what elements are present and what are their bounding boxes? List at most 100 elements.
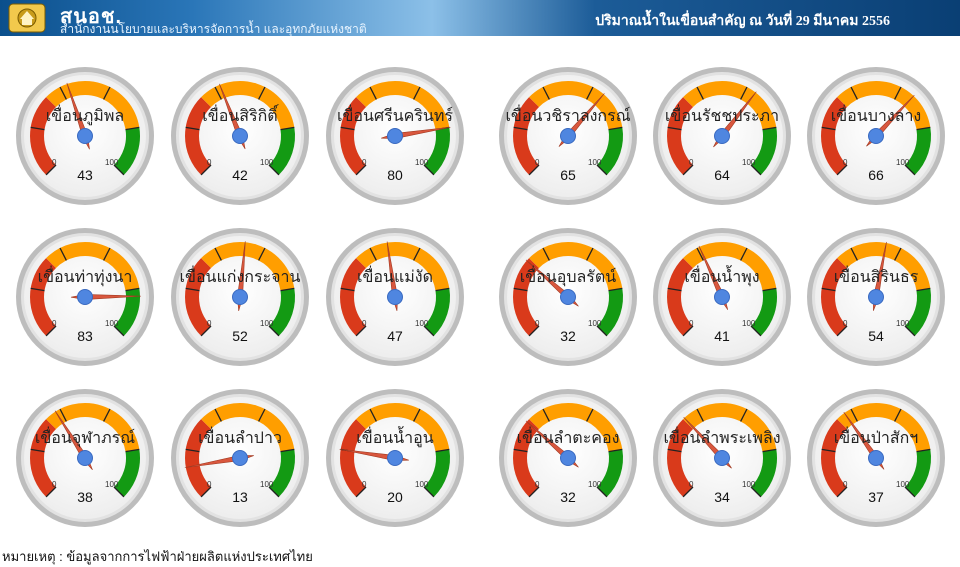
gauge-band-orange — [356, 81, 450, 130]
gauge-tick — [280, 448, 295, 453]
gauge-band-green — [904, 127, 931, 175]
gauge-min-label: 0 — [535, 319, 540, 328]
gauge-tick — [667, 126, 682, 131]
gauge-min-label: 0 — [689, 480, 694, 489]
gauge-dial — [16, 67, 154, 205]
gauge: เขื่อนศรีนครินทร์ 0 100 80 — [325, 66, 465, 206]
gauge-tick — [268, 164, 280, 176]
gauge-tick — [740, 86, 748, 100]
gauge-tick — [413, 247, 421, 261]
gauge-label: เขื่อนแก่งกระจาน — [179, 269, 301, 286]
gauge-max-label: 100 — [896, 158, 910, 167]
gauge-hub — [560, 289, 576, 305]
gauge: เขื่อนภูมิพล 0 100 43 — [15, 66, 155, 206]
gauge-max-label: 100 — [588, 319, 602, 328]
gauge-label: เขื่อนบางลาง — [830, 108, 922, 125]
gauge-tick — [258, 408, 266, 422]
gauge-band-red — [30, 258, 57, 336]
gauge-tick — [103, 408, 111, 422]
gauge-band-green — [596, 288, 623, 336]
gauge-band-orange — [356, 403, 450, 452]
gauge-max-label: 100 — [896, 319, 910, 328]
gauge-tick — [596, 325, 608, 337]
gauge-tick — [667, 287, 682, 292]
gauge-min-label: 0 — [52, 158, 57, 167]
gauge-hub — [868, 289, 884, 305]
gauge-tick — [821, 126, 836, 131]
gauge-tick — [916, 448, 931, 453]
gauge-band-orange — [837, 403, 931, 452]
gauge-band-green — [268, 127, 295, 175]
gauge-value: 65 — [560, 167, 576, 183]
gauge-max-label: 100 — [260, 158, 274, 167]
gauge-dial — [807, 389, 945, 527]
gauge-tick — [513, 448, 528, 453]
gauge-min-label: 0 — [207, 480, 212, 489]
gauge-max-label: 100 — [588, 480, 602, 489]
gauge-label: เขื่อนภูมิพล — [45, 108, 125, 125]
gauge-dial — [653, 67, 791, 205]
gauge-band-red — [185, 97, 212, 175]
gauge-tick — [750, 164, 762, 176]
gauge-tick — [103, 86, 111, 100]
org-abbreviation: สนอช. — [60, 6, 123, 28]
gauge-min-label: 0 — [843, 319, 848, 328]
gauge-tick — [696, 86, 704, 100]
gauge-tick — [125, 126, 140, 131]
gauge-band-green — [113, 449, 140, 497]
gauge-tick — [596, 164, 608, 176]
gauge-hub — [868, 128, 884, 144]
gauge-dial — [171, 228, 309, 366]
gauge-tick — [586, 408, 594, 422]
gauge-band-orange — [529, 242, 623, 291]
gauge-tick — [30, 448, 45, 453]
gauge-value: 41 — [714, 328, 730, 344]
gauge-min-label: 0 — [689, 319, 694, 328]
gauge-min-label: 0 — [362, 480, 367, 489]
gauge-value: 37 — [868, 489, 884, 505]
gauge-tick — [125, 287, 140, 292]
gauge-band-orange — [46, 81, 140, 130]
gauge-tick — [268, 486, 280, 498]
gauge-tick — [45, 164, 57, 176]
page-title: ปริมาณน้ำในเขื่อนสำคัญ ณ วันที่ 29 มีนาค… — [595, 14, 890, 29]
gauge-tick — [423, 486, 435, 498]
gauge-band-green — [423, 127, 450, 175]
gauge-tick — [608, 448, 623, 453]
gauge-dial — [326, 389, 464, 527]
gauge-min-label: 0 — [535, 158, 540, 167]
gauge-value: 83 — [77, 328, 93, 344]
gauge-tick — [113, 325, 125, 337]
gauge-max-label: 100 — [105, 480, 119, 489]
gauge-tick — [45, 486, 57, 498]
gauge-hub — [387, 450, 403, 466]
gauge-tick — [59, 247, 67, 261]
gauge-band-green — [596, 127, 623, 175]
gauge-value: 20 — [387, 489, 403, 505]
gauge-tick — [355, 486, 367, 498]
gauge-tick — [59, 408, 67, 422]
gauge-tick — [113, 486, 125, 498]
gauge: เขื่อนท่าทุ่งนา 0 100 83 — [15, 227, 155, 367]
gauge-band-orange — [356, 242, 450, 291]
gauge-tick — [762, 448, 777, 453]
gauge-tick — [596, 486, 608, 498]
gauge: เขื่อนอุบลรัตน์ 0 100 32 — [498, 227, 638, 367]
gauge-tick — [916, 287, 931, 292]
gauge: เขื่อนจุฬาภรณ์ 0 100 38 — [15, 388, 155, 528]
gauge-label: เขื่อนน้ำพุง — [684, 269, 760, 286]
gauge-hub — [387, 128, 403, 144]
gauge-value: 66 — [868, 167, 884, 183]
gauge-tick — [113, 164, 125, 176]
gauge-value: 47 — [387, 328, 403, 344]
gauge-tick — [340, 126, 355, 131]
gauge-max-label: 100 — [742, 319, 756, 328]
gauge-tick — [513, 126, 528, 131]
gauge-tick — [59, 86, 67, 100]
gauge-band-red — [185, 258, 212, 336]
gauge-tick — [200, 325, 212, 337]
gauge-label: เขื่อนรัชชประภา — [664, 108, 780, 125]
gauge-band-red — [30, 419, 57, 497]
gauge-band-orange — [46, 242, 140, 291]
gauge-tick — [740, 408, 748, 422]
